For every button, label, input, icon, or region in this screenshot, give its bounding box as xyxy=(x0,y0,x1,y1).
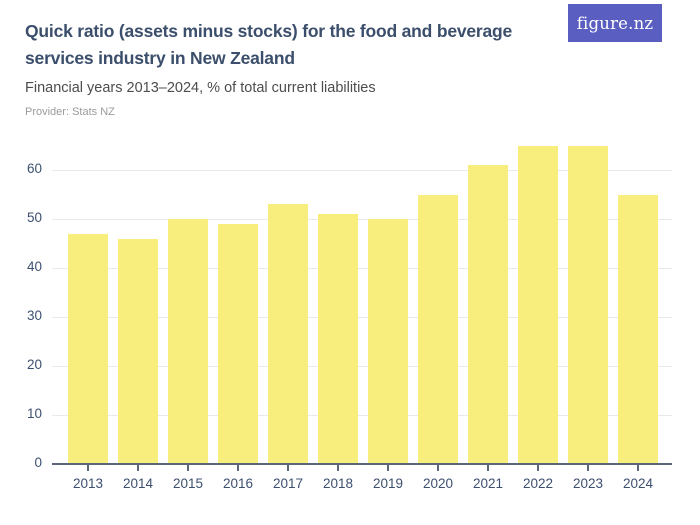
gridline xyxy=(52,316,672,318)
gridline xyxy=(52,267,672,269)
bar xyxy=(418,194,458,464)
x-axis-label: 2017 xyxy=(272,476,304,491)
bar xyxy=(118,238,158,464)
x-axis-label: 2021 xyxy=(472,476,504,491)
bar xyxy=(618,194,658,464)
y-axis-label: 60 xyxy=(26,161,42,176)
x-axis-label: 2013 xyxy=(72,476,104,491)
bar xyxy=(318,214,358,464)
bar xyxy=(518,145,558,464)
x-axis-label: 2020 xyxy=(422,476,454,491)
x-axis-line xyxy=(52,463,672,465)
y-axis-label: 40 xyxy=(26,259,42,274)
x-tick xyxy=(137,465,139,471)
gridline xyxy=(52,414,672,416)
bar xyxy=(218,223,258,464)
y-axis-label: 30 xyxy=(26,308,42,323)
bar-chart: 0 10 20 30 40 50 60 2013 2014 2015 2016 2017 2018 201… xyxy=(0,130,700,525)
x-tick xyxy=(387,465,389,471)
x-axis-label: 2019 xyxy=(372,476,404,491)
gridline xyxy=(52,218,672,220)
bar xyxy=(468,165,508,464)
y-axis-label: 50 xyxy=(26,210,42,225)
bar xyxy=(268,204,308,464)
bar xyxy=(168,219,208,464)
x-axis-label: 2022 xyxy=(522,476,554,491)
x-axis-label: 2023 xyxy=(572,476,604,491)
x-tick xyxy=(337,465,339,471)
gridline xyxy=(52,365,672,367)
x-axis-label: 2018 xyxy=(322,476,354,491)
bar xyxy=(568,145,608,464)
figurenz-logo-text: figure.nz xyxy=(576,13,654,33)
x-tick xyxy=(287,465,289,471)
y-axis-label: 20 xyxy=(26,357,42,372)
chart-header: Quick ratio (assets minus stocks) for th… xyxy=(25,18,555,118)
x-tick xyxy=(87,465,89,471)
gridline xyxy=(52,169,672,171)
x-tick xyxy=(537,465,539,471)
provider-label: Provider: Stats NZ xyxy=(25,105,115,118)
bar xyxy=(368,219,408,464)
x-tick xyxy=(237,465,239,471)
x-axis-label: 2015 xyxy=(172,476,204,491)
x-axis-label: 2024 xyxy=(622,476,654,491)
x-axis-label: 2014 xyxy=(122,476,154,491)
x-tick xyxy=(437,465,439,471)
x-axis-label: 2016 xyxy=(222,476,254,491)
x-tick xyxy=(487,465,489,471)
x-tick xyxy=(637,465,639,471)
x-tick xyxy=(587,465,589,471)
y-axis-label: 0 xyxy=(34,455,42,470)
x-tick xyxy=(187,465,189,471)
figurenz-logo: figure.nz xyxy=(568,4,662,42)
page-title: Quick ratio (assets minus stocks) for th… xyxy=(25,21,513,69)
chart-subtitle: Financial years 2013–2024, % of total cu… xyxy=(25,80,376,97)
y-axis-label: 10 xyxy=(26,406,42,421)
bar xyxy=(68,233,108,464)
